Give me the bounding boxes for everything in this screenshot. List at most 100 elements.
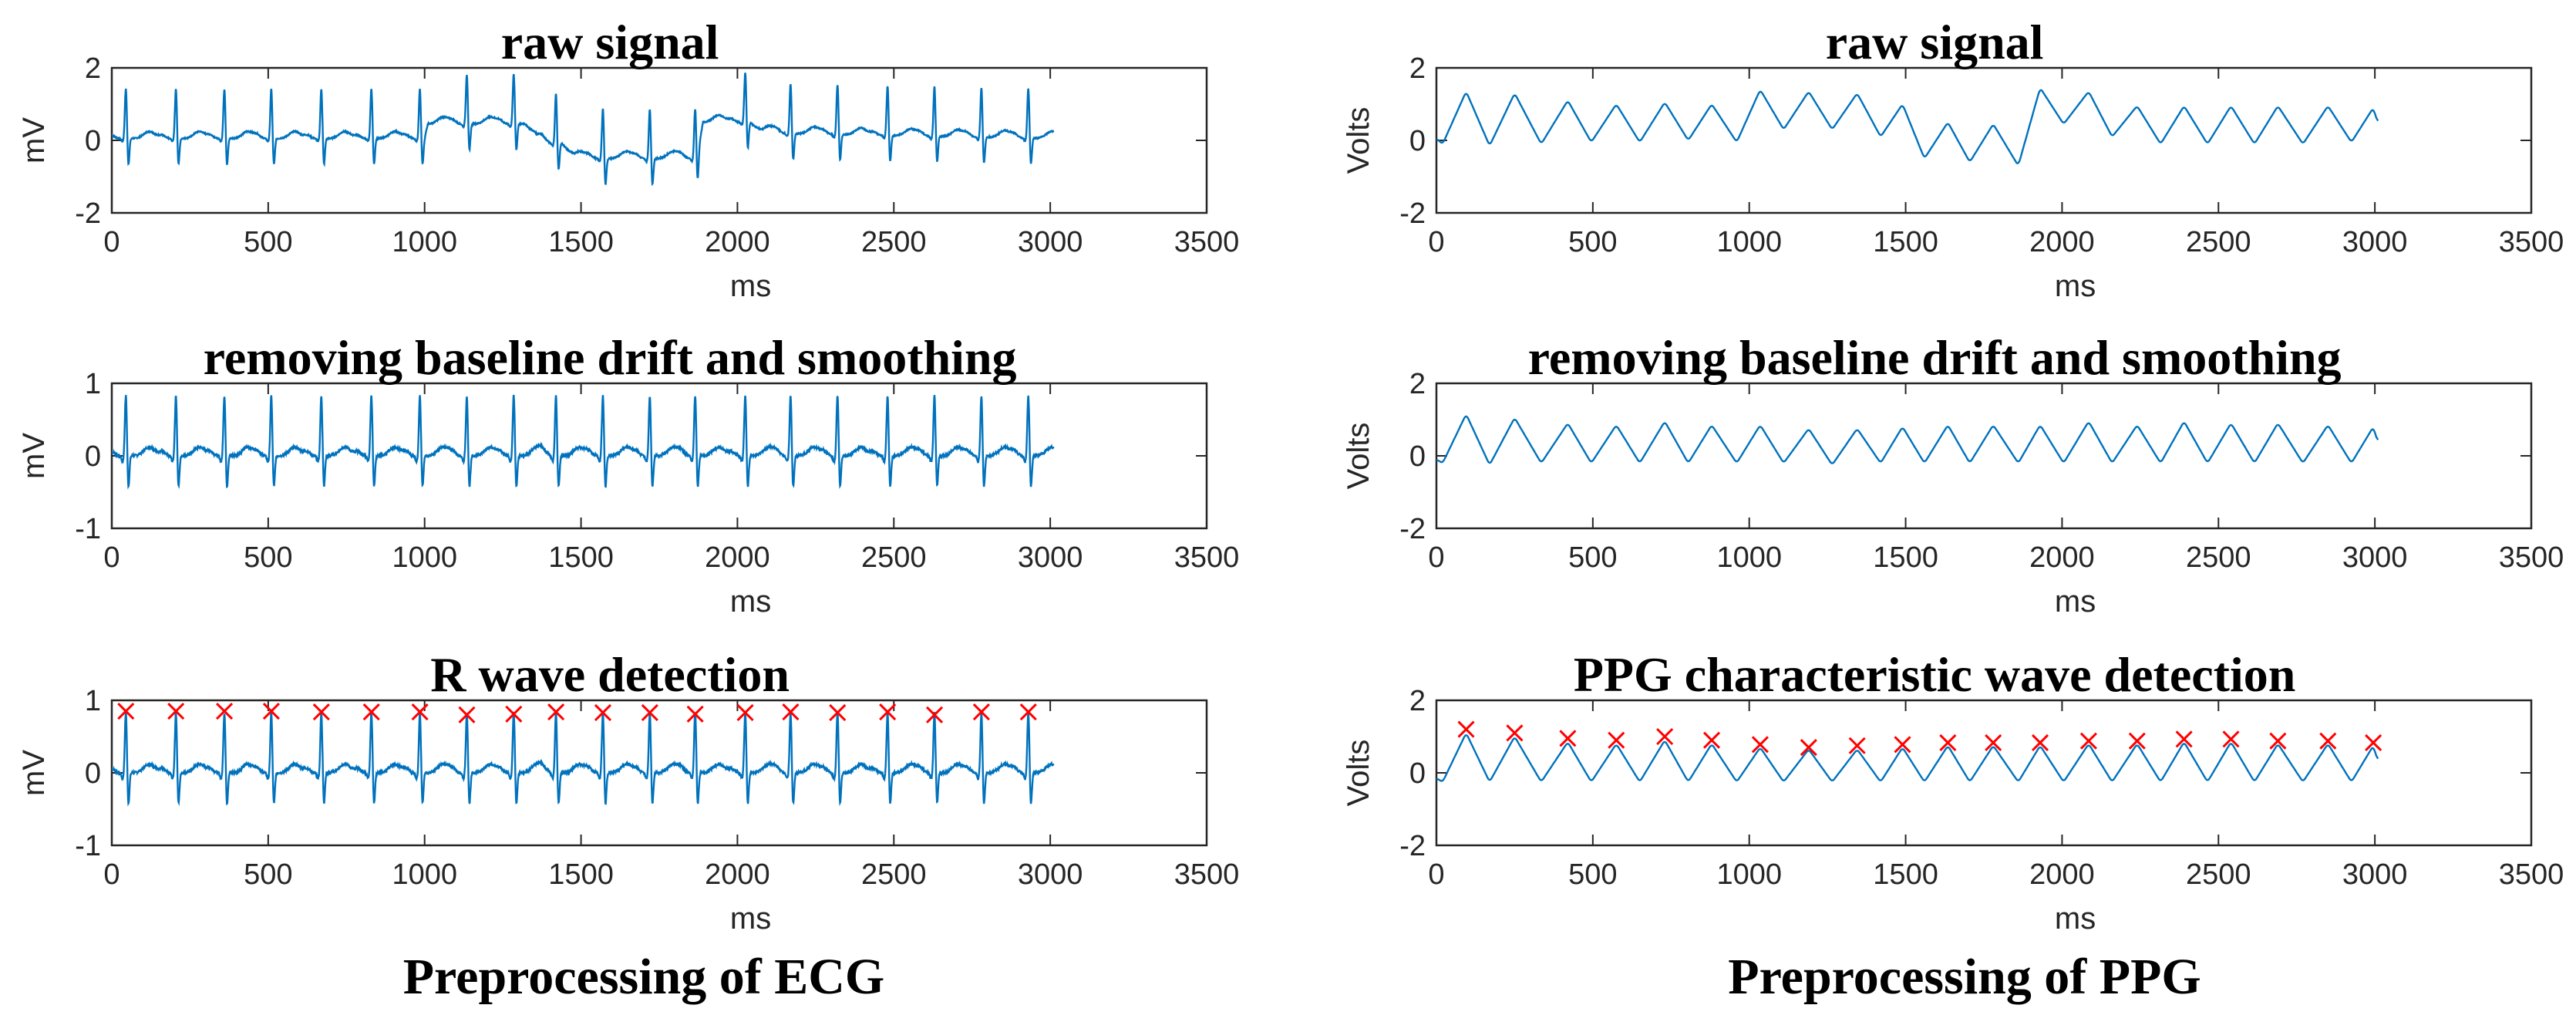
- y-tick-label: 0: [1409, 440, 1426, 473]
- marker-stroke: [594, 703, 612, 722]
- plot-title: PPG characteristic wave detection: [1574, 647, 2296, 702]
- marker-stroke: [925, 706, 944, 723]
- x-tick-label: 2500: [861, 858, 927, 891]
- x-tick-label: 2500: [2186, 226, 2251, 258]
- detected-peak-marker: [411, 703, 429, 721]
- x-tick-label: 0: [103, 858, 120, 891]
- marker-stroke: [458, 706, 476, 723]
- plot-title: raw signal: [1826, 15, 2044, 69]
- marker-stroke: [547, 703, 565, 721]
- x-tick-label: 1000: [392, 226, 457, 258]
- marker-stroke: [1751, 736, 1769, 754]
- chart-ecg-filtered: 0 500 1000 1500 2000 2500 3000 3500-101msmVremo…: [17, 330, 1239, 619]
- signal-line: [1436, 89, 2379, 164]
- x-tick-label: 0: [103, 226, 120, 258]
- x-tick-label: 2500: [861, 541, 927, 574]
- y-axis-label: Volts: [1342, 107, 1376, 174]
- marker-stroke: [1608, 731, 1625, 749]
- y-tick-label: -2: [75, 197, 101, 230]
- x-tick-label: 500: [244, 858, 292, 891]
- marker-stroke: [411, 703, 429, 721]
- charts-group: 0 500 1000 1500 2000 2500 3000 3500-202msmVraw …: [17, 15, 2564, 936]
- chart-ppg-raw: 0 500 1000 1500 2000 2500 3000 3500-202msVoltsr…: [1342, 15, 2564, 303]
- detected-peak-marker: [1457, 720, 1475, 738]
- x-tick-label: 2000: [2029, 858, 2095, 891]
- marker-stroke: [1800, 739, 1817, 757]
- signal-line: [112, 394, 1055, 490]
- x-tick-label: 3000: [2342, 541, 2408, 574]
- detected-peak-marker: [2128, 732, 2146, 750]
- x-tick-label: 2500: [2186, 541, 2251, 574]
- y-tick-label: -2: [1399, 830, 1426, 862]
- plot-area: [1435, 382, 2533, 530]
- marker-stroke: [215, 703, 234, 720]
- detected-peak-marker: [1848, 737, 1866, 754]
- marker-stroke: [505, 705, 523, 723]
- x-tick-label: 1500: [548, 226, 614, 258]
- x-tick-label: 3500: [1174, 226, 1240, 258]
- chart-ppg-detect: 0 500 1000 1500 2000 2500 3000 3500-202msVoltsP…: [1342, 647, 2564, 936]
- x-axis-label: ms: [2055, 902, 2096, 936]
- x-axis-label: ms: [730, 902, 771, 936]
- x-tick-label: 3500: [2499, 226, 2564, 258]
- detected-peak-marker: [972, 703, 990, 721]
- signal-line: [112, 73, 1055, 187]
- detected-peak-marker: [594, 703, 612, 722]
- y-tick-label: 0: [1409, 757, 1426, 790]
- detected-peak-marker: [547, 703, 565, 721]
- x-tick-label: 2500: [2186, 858, 2251, 891]
- detected-peak-marker: [1559, 730, 1577, 747]
- marker-stroke: [117, 703, 135, 720]
- y-tick-label: -2: [1399, 197, 1426, 230]
- x-tick-label: 3000: [2342, 858, 2408, 891]
- y-axis-label: Volts: [1342, 423, 1376, 490]
- x-tick-label: 0: [1428, 541, 1444, 574]
- x-tick-label: 3000: [2342, 226, 2408, 258]
- detected-peak-marker: [1939, 734, 1957, 752]
- marker-stroke: [262, 703, 280, 720]
- marker-stroke: [641, 703, 658, 722]
- marker-stroke: [736, 703, 754, 722]
- signal-line: [1436, 734, 2379, 782]
- x-tick-label: 1500: [1873, 541, 1938, 574]
- caption-ecg: Preprocessing of ECG: [403, 949, 885, 1005]
- detected-peak-marker: [1800, 739, 1817, 757]
- x-tick-label: 0: [1428, 226, 1444, 258]
- x-tick-label: 500: [244, 226, 292, 258]
- marker-stroke: [1939, 734, 1957, 752]
- detected-peak-marker: [262, 703, 280, 720]
- marker-stroke: [2031, 734, 2049, 752]
- x-tick-label: 3500: [1174, 541, 1240, 574]
- x-tick-label: 3500: [2499, 541, 2564, 574]
- marker-stroke: [879, 703, 897, 721]
- x-tick-label: 1500: [1873, 858, 1938, 891]
- y-tick-label: 2: [1409, 685, 1426, 717]
- marker-stroke: [829, 703, 847, 722]
- signal-line: [112, 711, 1055, 807]
- x-tick-label: 1000: [392, 541, 457, 574]
- detected-peak-marker: [1506, 724, 1524, 742]
- marker-stroke: [972, 703, 990, 721]
- x-tick-label: 2000: [2029, 226, 2095, 258]
- plot-title: raw signal: [501, 15, 719, 69]
- detected-peak-marker: [458, 706, 476, 723]
- x-tick-label: 1000: [1716, 541, 1782, 574]
- x-tick-label: 2000: [2029, 541, 2095, 574]
- marker-stroke: [2079, 732, 2097, 750]
- detected-peak-marker: [1751, 736, 1769, 754]
- x-tick-label: 1500: [548, 541, 614, 574]
- marker-stroke: [1894, 736, 1911, 754]
- marker-stroke: [1559, 730, 1577, 747]
- marker-stroke: [1019, 703, 1037, 721]
- marker-stroke: [362, 703, 380, 721]
- x-tick-label: 1000: [1716, 858, 1782, 891]
- y-tick-label: 2: [1409, 52, 1426, 85]
- x-tick-label: 3000: [1018, 226, 1083, 258]
- detected-peak-marker: [362, 703, 380, 721]
- detected-peak-marker: [2031, 734, 2049, 752]
- y-tick-label: 1: [85, 685, 101, 717]
- marker-stroke: [2319, 732, 2337, 750]
- detected-peak-marker: [1985, 734, 2002, 752]
- y-axis-label: mV: [17, 117, 51, 164]
